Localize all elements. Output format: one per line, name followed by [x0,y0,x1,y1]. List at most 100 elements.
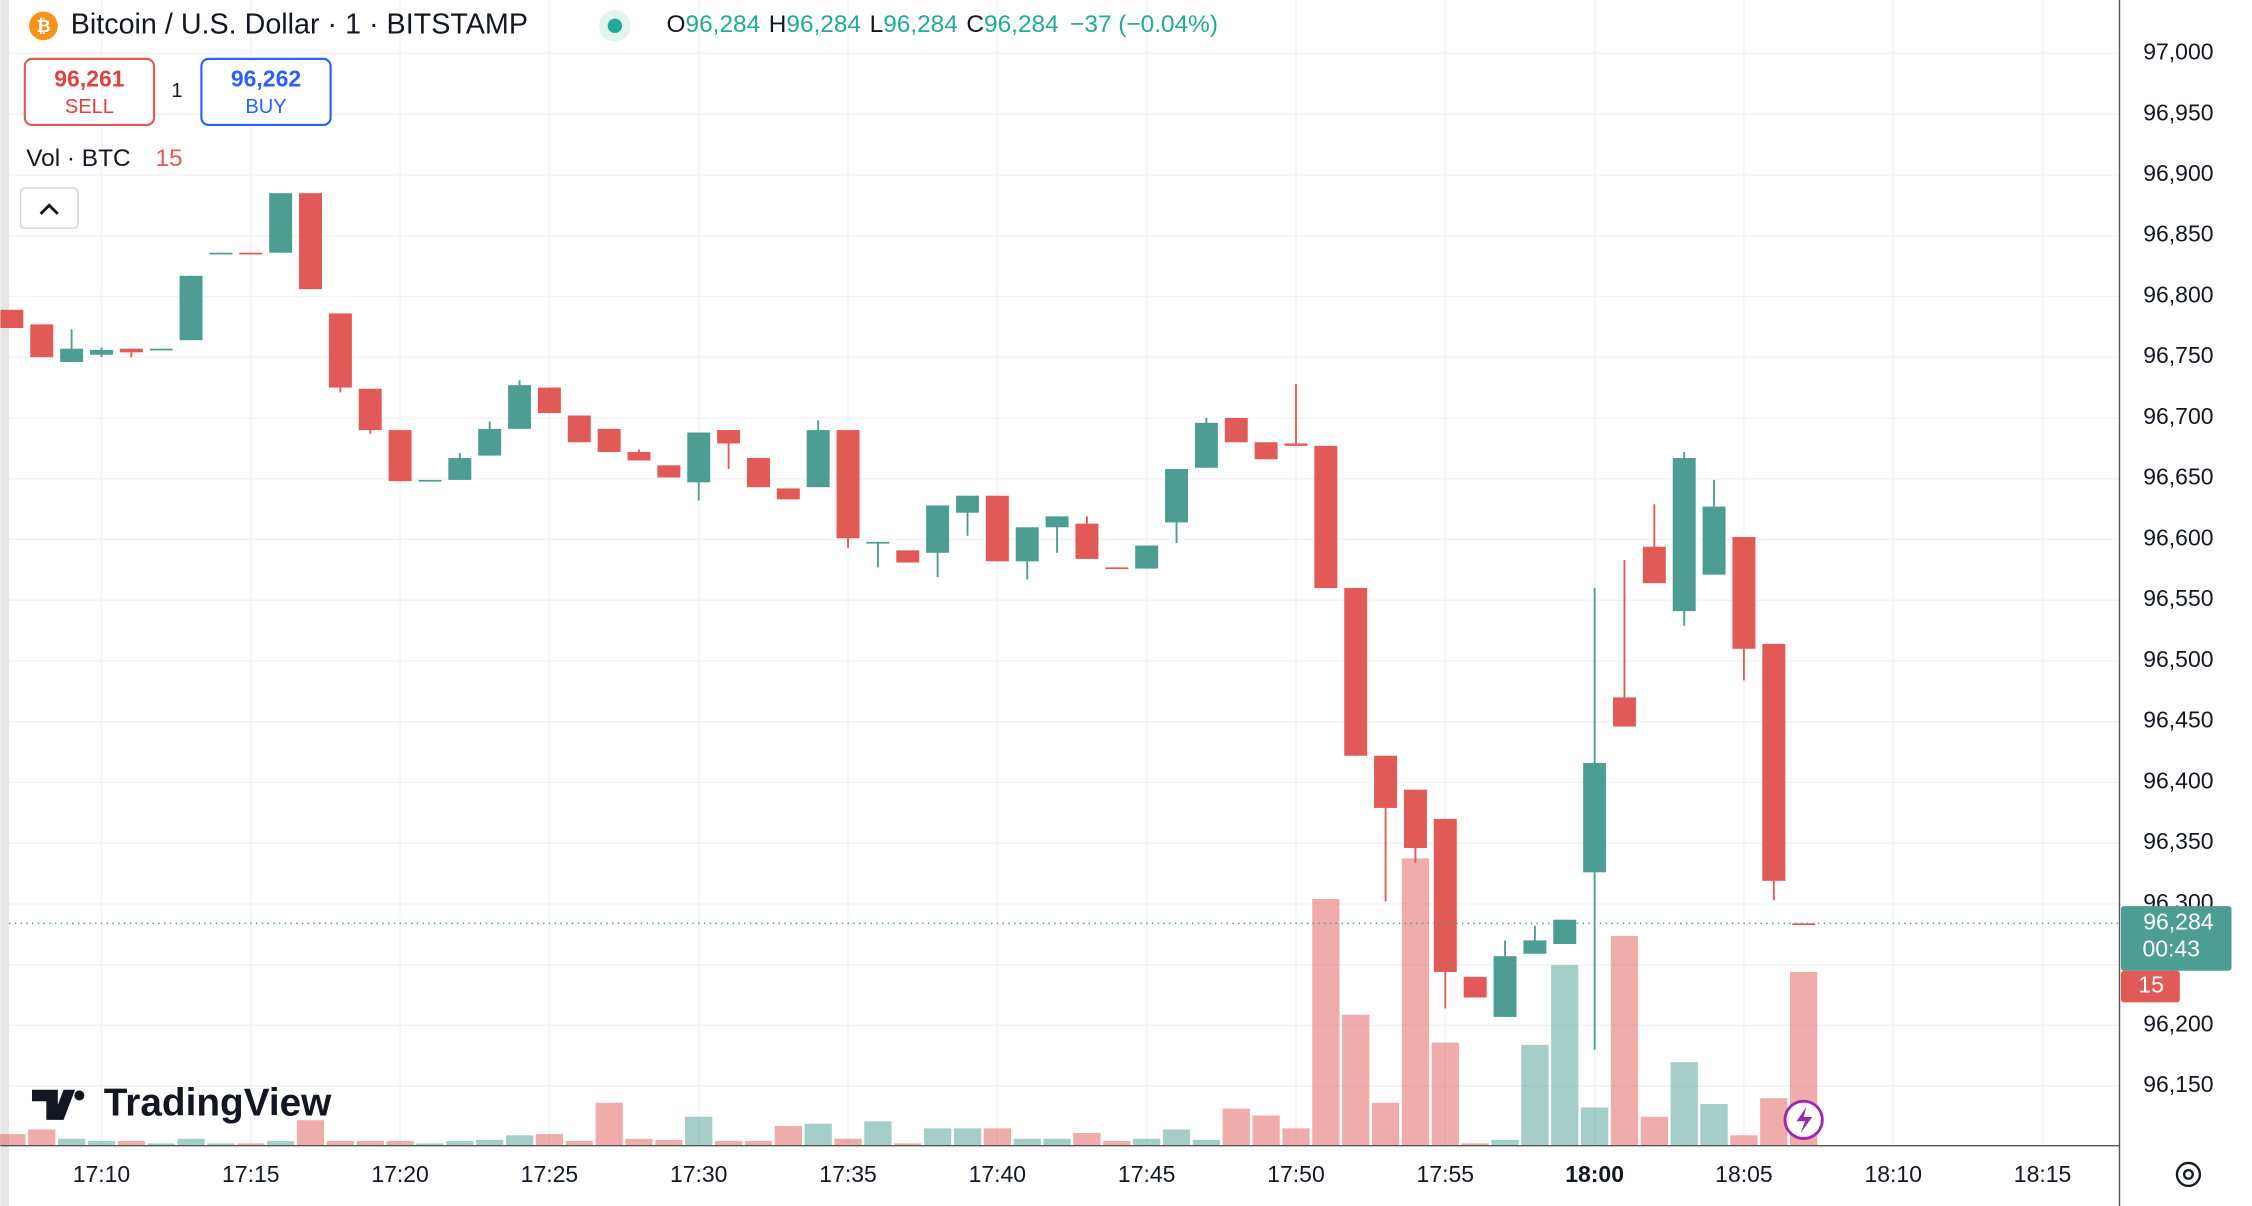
volume-bar [1700,1103,1728,1146]
x-tick-label: 18:05 [1715,1161,1772,1187]
candle-body [1374,755,1398,808]
x-tick-label: 18:10 [1865,1161,1922,1187]
y-tick-label: 96,650 [2143,464,2213,490]
candle-body [448,458,472,480]
settings-icon-core [2182,1168,2194,1180]
volume-bar [983,1128,1011,1146]
y-tick-label: 96,150 [2143,1071,2213,1097]
volume-bar [1133,1138,1161,1146]
last-price-label: 96,284 [2143,908,2213,934]
volume-bar [1640,1116,1668,1146]
y-tick-label: 96,600 [2143,525,2213,551]
y-tick-label: 96,750 [2143,342,2213,368]
volume-bar [834,1138,862,1146]
buy-button[interactable] [200,57,332,126]
candle-body [1314,445,1338,589]
o-value: 96,284 [686,11,761,38]
candle-body [209,252,233,255]
l-label: L [870,11,884,38]
c-value: 96,284 [984,11,1059,38]
x-tick-label: 17:25 [521,1161,578,1187]
settings-icon[interactable] [2175,1161,2202,1188]
candle-body [657,465,681,478]
volume-bar [1431,1042,1459,1146]
candle-body [269,193,293,253]
volume-bar [804,1123,832,1146]
y-tick-label: 96,800 [2143,282,2213,308]
bitcoin-icon-glyph: ₿ [36,16,50,36]
logo-text: TradingView [104,1082,332,1125]
y-tick-label: 96,350 [2143,828,2213,854]
volume-bar [1491,1139,1519,1146]
volume-bar [28,1129,56,1146]
volume-bar [1252,1115,1280,1146]
x-tick-label: 17:30 [670,1161,727,1187]
volume-bar [1730,1135,1758,1146]
h-label: H [769,11,787,38]
volume-bar [565,1141,593,1146]
candle-body [567,415,591,443]
volume-bar [505,1135,534,1146]
x-tick-label: 18:00 [1565,1161,1624,1187]
volume-bar [1043,1138,1071,1146]
c-label: C [966,11,984,38]
h-value: 96,284 [786,11,861,38]
volume-bar [416,1143,444,1146]
volume-bar [923,1128,952,1146]
candle-body [1045,516,1069,528]
candle-body [866,541,890,544]
candle-body [1672,458,1696,612]
volume-bar [1312,898,1340,1146]
x-tick-label: 17:20 [371,1161,428,1187]
candle-body [1732,537,1756,649]
countdown: 00:43 [2142,936,2199,962]
x-tick-label: 17:40 [969,1161,1026,1187]
spread: 1 [171,80,182,102]
candle-body [896,550,920,563]
x-tick-label: 17:10 [73,1161,130,1187]
last-volume-label: 15 [2138,972,2164,998]
volume-bar [1521,1044,1549,1146]
y-tick-label: 96,850 [2143,221,2213,247]
volume-bar [147,1143,175,1146]
sell-price: 96,261 [54,65,124,91]
candle-body [1284,443,1308,446]
volume-bar [87,1141,116,1146]
volume-bar [953,1128,982,1146]
volume-bar [1192,1139,1221,1146]
volume-bar [267,1141,295,1146]
candle-body [687,432,711,483]
symbol-title: Bitcoin / U.S. Dollar · 1 · BITSTAMP [71,8,528,40]
volume-bar [595,1102,623,1146]
volume-bar [655,1139,683,1146]
volume-bar [356,1141,384,1146]
volume-bar [685,1116,713,1146]
events-bolt [1796,1106,1813,1133]
volume-bar [446,1141,474,1146]
y-tick-label: 96,200 [2143,1010,2213,1036]
volume-bar [714,1141,743,1146]
volume-bar [1461,1143,1489,1146]
y-tick-label: 96,400 [2143,767,2213,793]
candle-body [806,430,830,488]
candle-body [627,451,651,461]
candle-body [1135,545,1159,569]
candles [0,193,1816,1050]
candle-body [836,430,860,539]
x-tick-label: 17:55 [1417,1161,1474,1187]
candle-body [328,313,352,388]
y-tick-label: 97,000 [2143,39,2213,65]
volume-bar [1162,1129,1191,1146]
candle-body [1105,567,1129,570]
sell-button[interactable] [23,57,156,126]
volume-bar [296,1120,325,1146]
candle-body [1165,468,1189,523]
collapse-button[interactable] [19,187,79,229]
candle-body [597,428,621,452]
volume-bar [1610,935,1639,1146]
candle-body [956,495,979,513]
volume-bar [237,1143,265,1146]
